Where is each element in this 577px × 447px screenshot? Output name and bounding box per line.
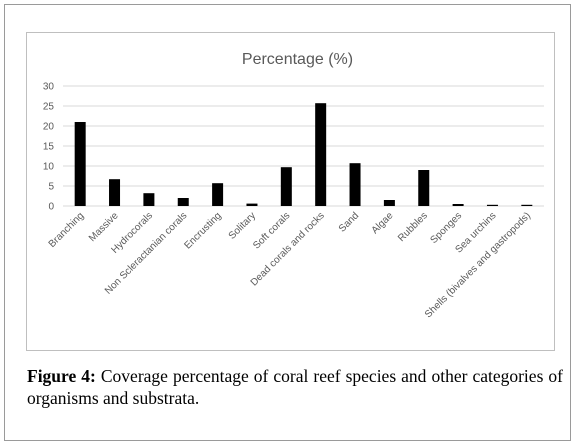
x-tick-label: Sand bbox=[337, 210, 361, 234]
bar bbox=[383, 200, 395, 206]
y-tick-label: 5 bbox=[48, 182, 54, 193]
figure-frame: Percentage (%) 0 5 10 15 20 25 30 Branching Massi… bbox=[4, 4, 571, 441]
chart-area: Percentage (%) 0 5 10 15 20 25 30 Branching Massi… bbox=[26, 32, 555, 351]
y-tick-label: 0 bbox=[48, 202, 54, 213]
bar bbox=[486, 204, 498, 206]
bar bbox=[212, 183, 224, 206]
y-tick-label: 30 bbox=[43, 82, 55, 93]
caption-text: Coverage percentage of coral reef specie… bbox=[27, 366, 563, 408]
y-tick-label: 15 bbox=[43, 142, 55, 153]
bar bbox=[109, 179, 121, 206]
x-tick-label: Solitary bbox=[227, 210, 258, 241]
x-tick-label: Encrusting bbox=[183, 210, 224, 251]
chart-title: Percentage (%) bbox=[242, 51, 353, 68]
bar bbox=[74, 122, 86, 206]
y-tick-label: 25 bbox=[43, 102, 55, 113]
x-tick-label: Branching bbox=[47, 210, 87, 250]
caption-label: Figure 4: bbox=[27, 366, 96, 386]
x-tick-label: Sponges bbox=[429, 210, 465, 246]
bar bbox=[418, 170, 430, 206]
bar bbox=[280, 167, 292, 206]
y-tick-label: 10 bbox=[43, 162, 55, 173]
bar bbox=[349, 163, 361, 206]
y-tick-label: 20 bbox=[43, 122, 55, 133]
bar-chart: Percentage (%) 0 5 10 15 20 25 30 Branching Massi… bbox=[43, 51, 544, 320]
bar bbox=[315, 103, 327, 206]
x-tick-label: Rubbles bbox=[396, 210, 430, 244]
x-tick-label: Algae bbox=[370, 210, 396, 236]
bar bbox=[521, 204, 533, 206]
bar bbox=[246, 203, 258, 206]
bar bbox=[452, 204, 464, 206]
x-tick-label: Massive bbox=[87, 210, 121, 244]
bar bbox=[177, 198, 189, 206]
figure-caption: Figure 4: Coverage percentage of coral r… bbox=[27, 365, 563, 409]
bar bbox=[143, 193, 155, 206]
